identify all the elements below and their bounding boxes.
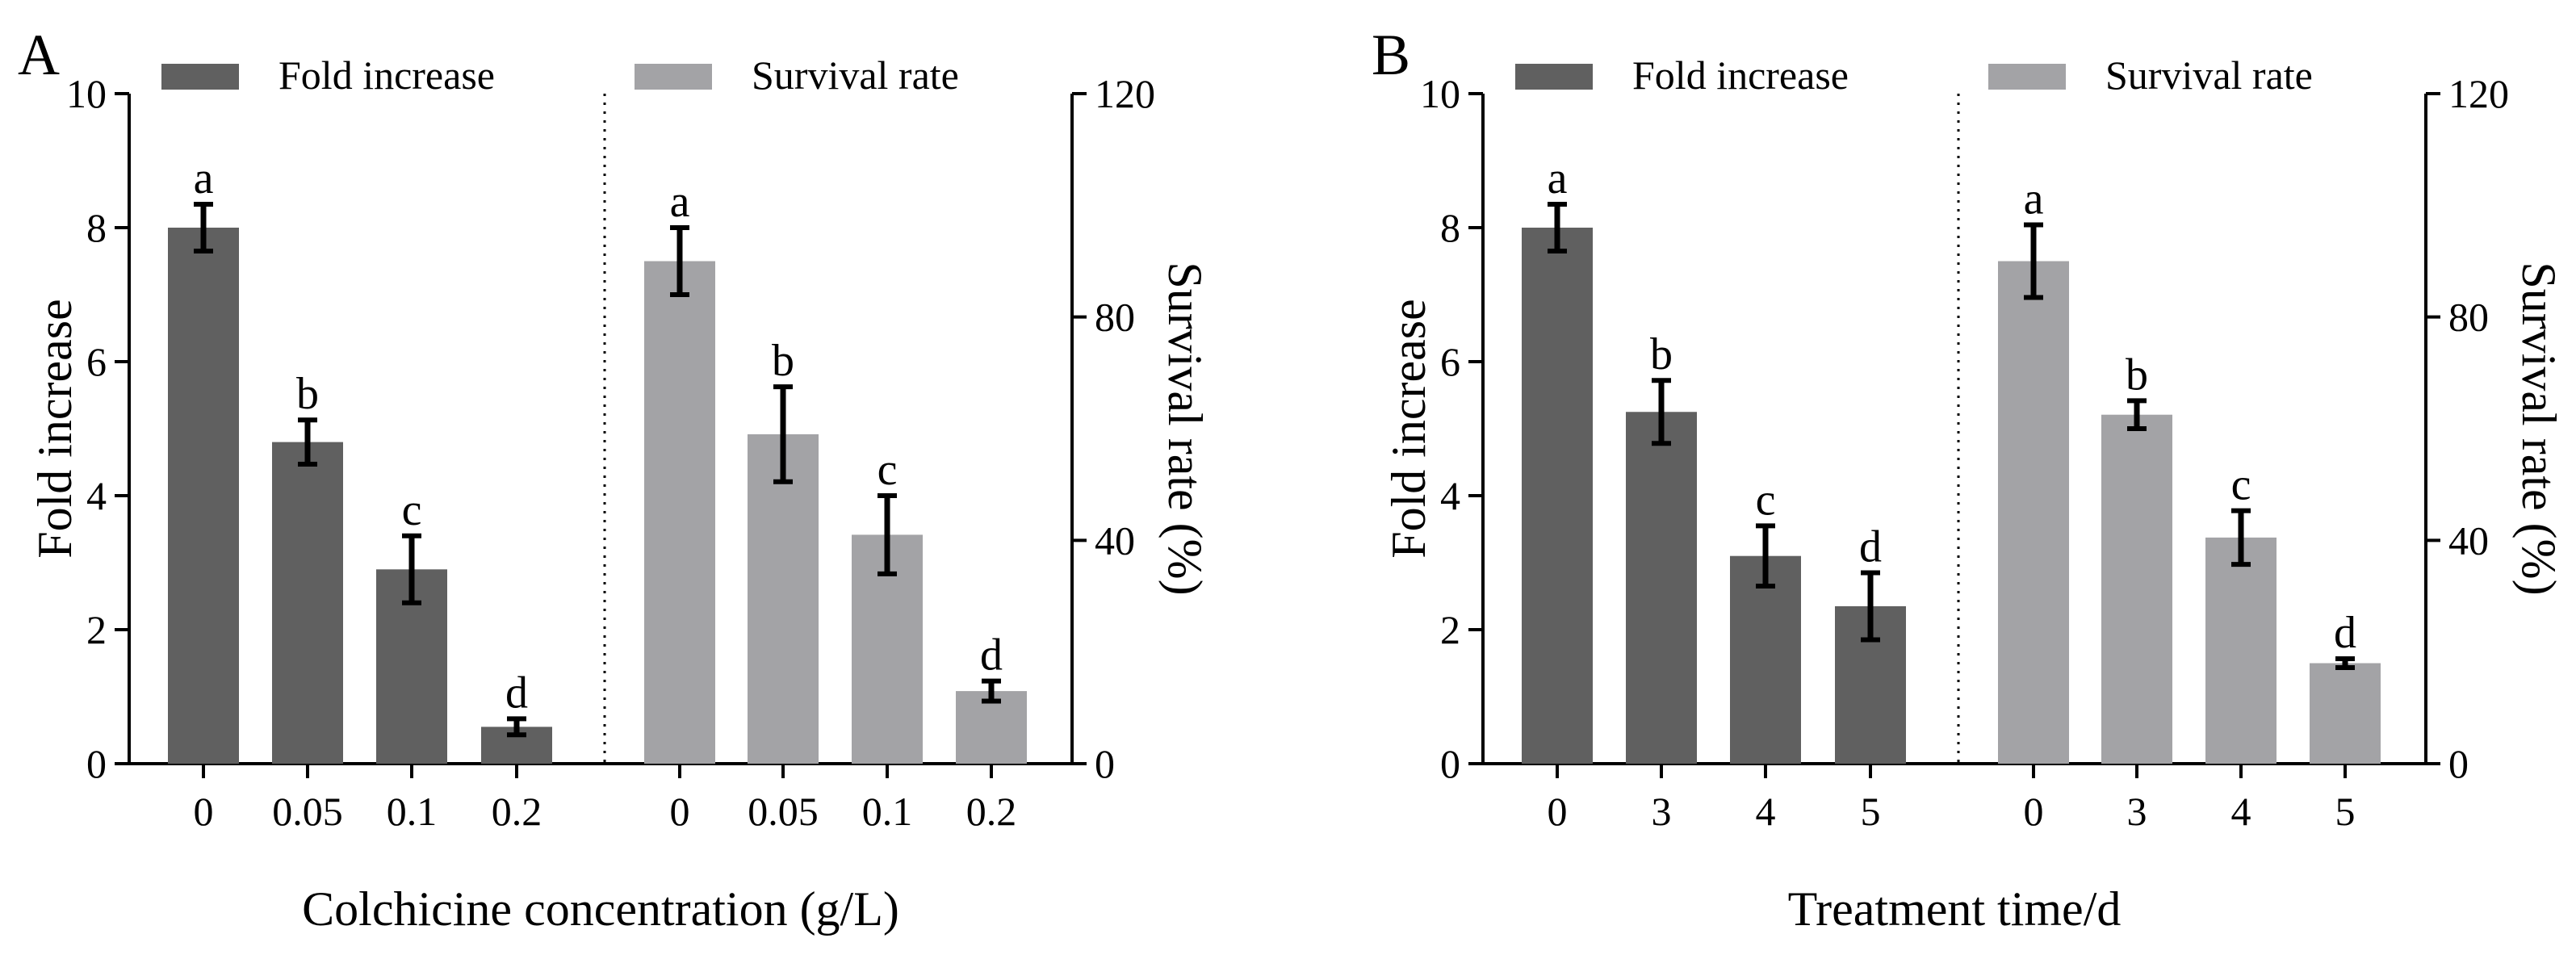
right-y-tick-label: 80 — [2448, 295, 2489, 340]
right-y-tick-label: 0 — [1095, 741, 1115, 786]
legend-swatch-survival-rate — [1988, 64, 2066, 90]
x-tick-label: 0.2 — [966, 789, 1017, 834]
x-tick-label: 0 — [1548, 789, 1568, 834]
left-y-axis-title: Fold increase — [28, 299, 82, 559]
left-y-tick-label: 0 — [86, 741, 107, 786]
right-y-tick-label: 40 — [1095, 517, 1135, 563]
bar-survival-rate — [2310, 663, 2381, 764]
significance-letter: d — [1859, 521, 1882, 572]
left-y-tick-label: 8 — [1440, 205, 1460, 250]
x-tick-label: 0.05 — [272, 789, 343, 834]
x-tick-label: 0 — [194, 789, 214, 834]
left-y-tick-label: 2 — [1440, 607, 1460, 652]
significance-letter: b — [2126, 350, 2148, 400]
bar-survival-rate — [644, 261, 715, 764]
significance-letter: c — [402, 485, 422, 535]
bar-fold-increase — [1730, 555, 1801, 764]
significance-letter: a — [1548, 153, 1568, 203]
significance-letter: a — [2024, 174, 2044, 224]
significance-letter: d — [2334, 608, 2356, 658]
x-axis-title: Colchicine concentration (g/L) — [302, 882, 899, 936]
x-tick-label: 0 — [670, 789, 690, 834]
x-tick-label: 4 — [2231, 789, 2251, 834]
legend-label-fold-increase: Fold increase — [279, 52, 495, 98]
left-y-axis-title: Fold increase — [1382, 299, 1435, 559]
significance-letter: a — [194, 153, 214, 203]
significance-letter: d — [980, 630, 1003, 681]
left-y-tick-label: 4 — [1440, 473, 1460, 518]
significance-letter: d — [505, 668, 528, 718]
significance-letter: a — [670, 177, 690, 227]
x-tick-label: 3 — [1652, 789, 1672, 834]
right-y-axis-title: Survival rate (%) — [2512, 262, 2566, 595]
legend-swatch-survival-rate — [635, 64, 712, 90]
right-y-tick-label: 120 — [1095, 71, 1155, 116]
x-tick-label: 0.1 — [387, 789, 438, 834]
x-tick-label: 5 — [1861, 789, 1881, 834]
bar-fold-increase — [168, 228, 239, 764]
left-y-tick-label: 2 — [86, 607, 107, 652]
right-y-tick-label: 40 — [2448, 517, 2489, 563]
bar-survival-rate — [748, 434, 819, 764]
right-y-tick-label: 120 — [2448, 71, 2509, 116]
left-y-tick-label: 8 — [86, 205, 107, 250]
left-y-tick-label: 10 — [66, 71, 107, 116]
x-tick-label: 0.05 — [748, 789, 819, 834]
panel-label: A — [18, 23, 60, 87]
panel-label: B — [1372, 23, 1410, 87]
significance-letter: b — [772, 336, 794, 386]
left-y-tick-label: 4 — [86, 473, 107, 518]
x-tick-label: 0.2 — [492, 789, 542, 834]
legend-label-survival-rate: Survival rate — [2105, 52, 2313, 98]
bar-fold-increase — [1626, 412, 1697, 764]
right-y-tick-label: 80 — [1095, 295, 1135, 340]
significance-letter: c — [1756, 475, 1776, 525]
legend-label-survival-rate: Survival rate — [752, 52, 959, 98]
legend-label-fold-increase: Fold increase — [1632, 52, 1849, 98]
legend-swatch-fold-increase — [161, 64, 239, 90]
x-tick-label: 5 — [2335, 789, 2356, 834]
chart-panel-a: A Fold increase Survival rate 0 2 4 6 8 10 0 40 80 1… — [18, 23, 1212, 936]
significance-letter: b — [296, 369, 319, 419]
left-y-tick-label: 6 — [1440, 339, 1460, 384]
chart-panel-b: B Fold increase Survival rate0246810040801… — [1372, 23, 2566, 936]
bar-fold-increase — [272, 442, 343, 764]
bar-fold-increase — [1522, 228, 1593, 764]
x-tick-label: 4 — [1756, 789, 1776, 834]
x-tick-label: 0 — [2024, 789, 2044, 834]
x-axis-title: Treatment time/d — [1788, 882, 2122, 936]
x-tick-label: 0.1 — [862, 789, 913, 834]
significance-letter: c — [878, 445, 898, 495]
legend-swatch-fold-increase — [1515, 64, 1593, 90]
bar-survival-rate — [2205, 537, 2277, 764]
right-y-axis-title: Survival rate (%) — [1158, 262, 1212, 595]
right-y-tick-label: 0 — [2448, 741, 2469, 786]
bar-survival-rate — [1998, 261, 2069, 764]
left-y-tick-label: 6 — [86, 339, 107, 384]
bar-survival-rate — [2101, 414, 2172, 764]
significance-letter: c — [2231, 460, 2251, 510]
significance-letter: b — [1650, 329, 1673, 379]
left-y-tick-label: 0 — [1440, 741, 1460, 786]
left-y-tick-label: 10 — [1420, 71, 1460, 116]
x-tick-label: 3 — [2127, 789, 2147, 834]
